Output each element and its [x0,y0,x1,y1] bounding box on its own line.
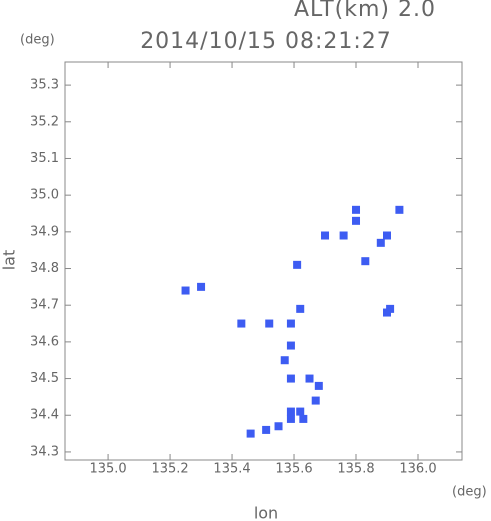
y-tick-label: 34.3 [30,444,59,459]
echo [246,429,255,438]
x-tick-label: 135.8 [337,462,374,477]
echo [293,260,302,269]
echo [262,425,271,434]
y-tick-label: 34.6 [30,334,59,349]
echo [274,422,283,431]
x-tick-label: 135.6 [275,462,312,477]
echo [286,414,295,423]
x-tick-label: 135.0 [89,462,126,477]
y-tick-label: 35.1 [30,151,59,166]
y-tick-label: 35.3 [30,78,59,93]
y-tick-label: 35.0 [30,188,59,203]
plot-frame [64,61,463,461]
echo [305,374,314,383]
y-tick-label: 34.4 [30,408,59,423]
subtitle: ALT(km) 2.0 [294,0,436,22]
echo [383,308,392,317]
x-tick-label: 135.4 [213,462,250,477]
echo [197,282,206,291]
x-tick-label: 136.0 [399,462,436,477]
x-tick-label: 135.2 [151,462,188,477]
y-tick-label: 34.9 [30,224,59,239]
echo [286,374,295,383]
echo [339,231,348,240]
echo [311,396,320,405]
y-tick-label: 34.8 [30,261,59,276]
echo [265,319,274,328]
echo [286,341,295,350]
y-unit: (deg) [20,33,55,48]
echo [395,205,404,214]
echo [286,407,295,416]
echo [383,231,392,240]
x-axis-label: lon [254,504,278,521]
echo [280,356,289,365]
chart-title: 2014/10/15 08:21:27 [140,29,392,54]
y-tick-label: 34.5 [30,371,59,386]
echo [321,231,330,240]
x-unit: (deg) [452,485,487,500]
echo [299,414,308,423]
echo [296,304,305,313]
echo [296,407,305,416]
echo [286,319,295,328]
echo [361,257,370,266]
y-tick-label: 35.2 [30,114,59,129]
echo [181,286,190,295]
y-axis-label: lat [0,250,19,271]
echo [314,381,323,390]
echo [352,216,361,225]
echo [376,238,385,247]
y-tick-label: 34.7 [30,298,59,313]
echo [352,205,361,214]
echo [237,319,246,328]
